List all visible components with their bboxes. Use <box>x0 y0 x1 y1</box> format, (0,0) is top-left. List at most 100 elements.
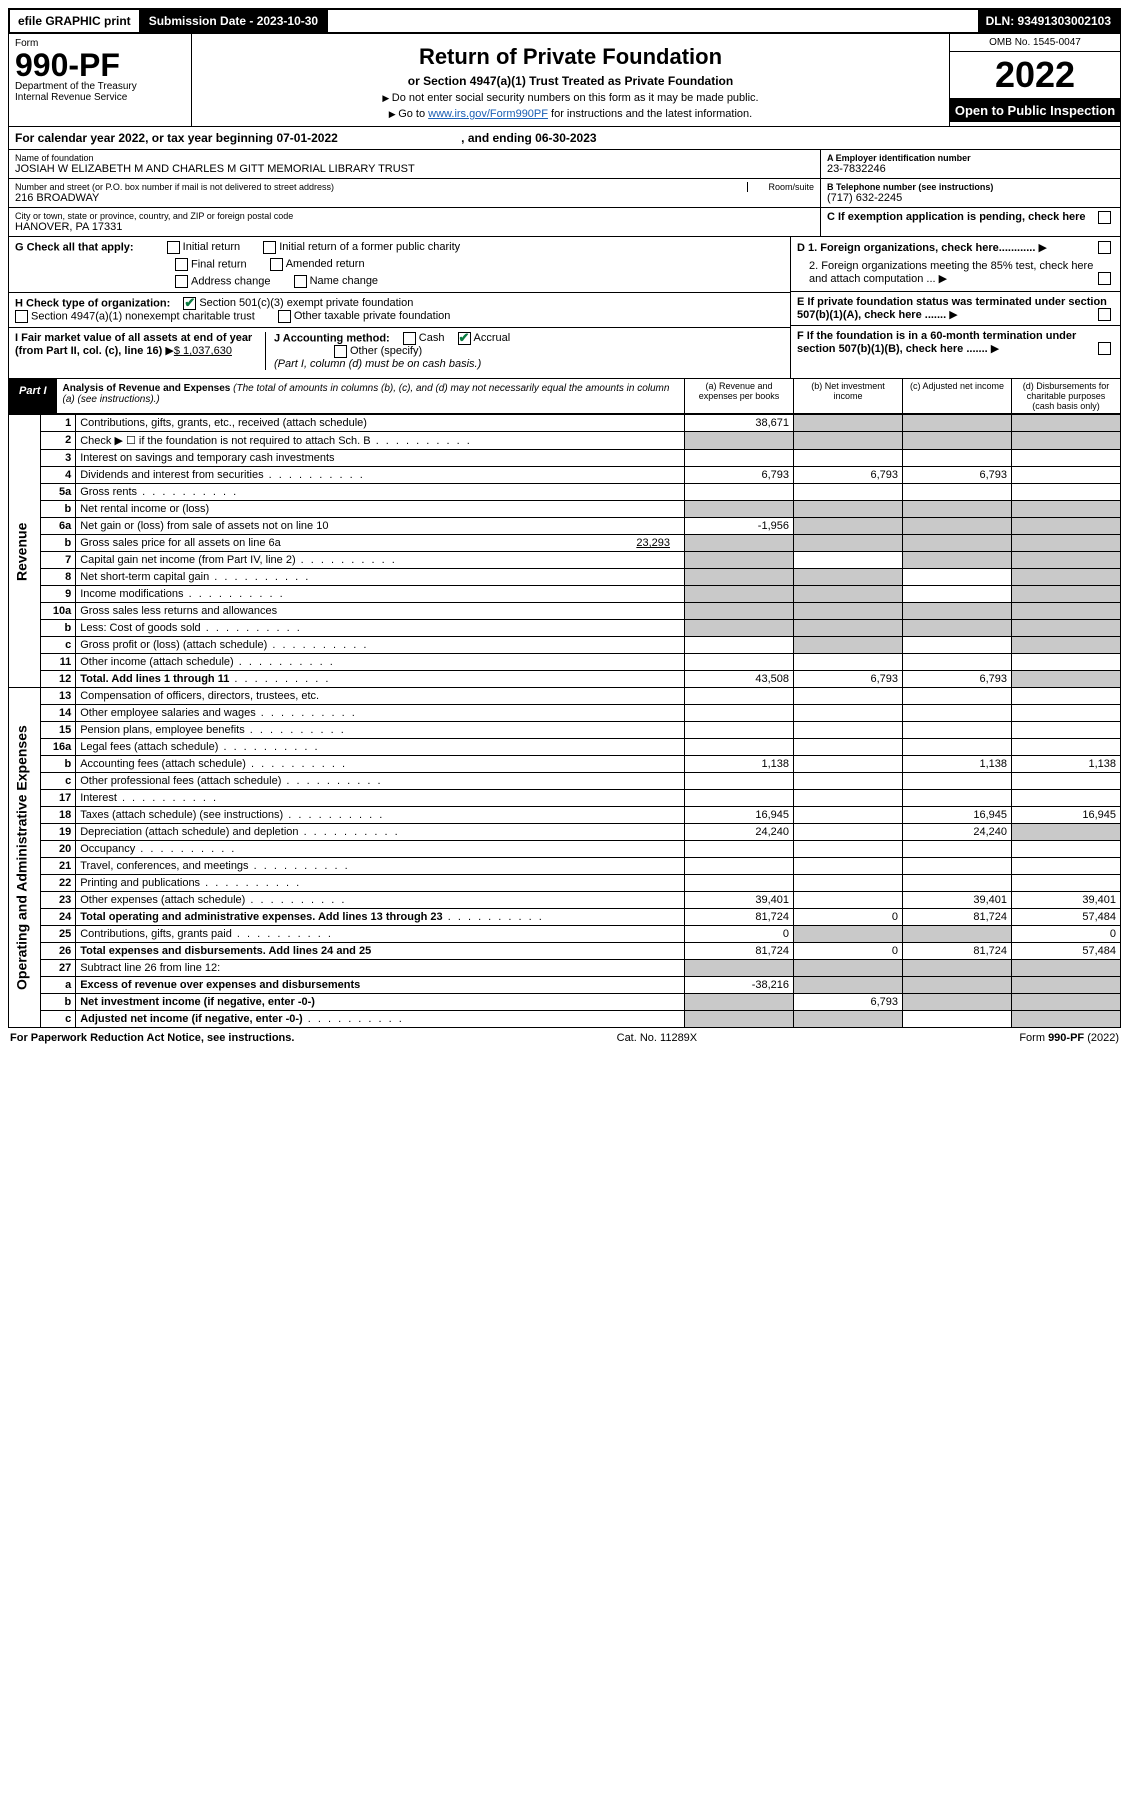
cell-col-b <box>794 722 903 739</box>
table-row: 5aGross rents <box>9 484 1121 501</box>
cell-col-a <box>685 569 794 586</box>
dept-treasury: Department of the Treasury <box>15 81 185 92</box>
cell-col-b <box>794 688 903 705</box>
cell-col-a <box>685 739 794 756</box>
table-row: 3Interest on savings and temporary cash … <box>9 450 1121 467</box>
cell-col-b <box>794 1011 903 1028</box>
form-title: Return of Private Foundation <box>198 44 943 70</box>
g-former-checkbox[interactable] <box>263 241 276 254</box>
table-row: 27Subtract line 26 from line 12: <box>9 960 1121 977</box>
row-number: b <box>41 994 76 1011</box>
row-number: 2 <box>41 432 76 450</box>
cell-col-c <box>903 415 1012 432</box>
c-checkbox[interactable] <box>1098 211 1111 224</box>
cell-col-c <box>903 569 1012 586</box>
cell-col-c: 6,793 <box>903 671 1012 688</box>
row-number: 26 <box>41 943 76 960</box>
form990pf-link[interactable]: www.irs.gov/Form990PF <box>428 108 548 120</box>
cell-col-b <box>794 637 903 654</box>
table-row: 25Contributions, gifts, grants paid00 <box>9 926 1121 943</box>
row-number: 10a <box>41 603 76 620</box>
cell-col-d <box>1012 535 1121 552</box>
table-row: Revenue1Contributions, gifts, grants, et… <box>9 415 1121 432</box>
cell-col-b <box>794 807 903 824</box>
cell-col-c <box>903 739 1012 756</box>
cell-col-c <box>903 432 1012 450</box>
cell-col-b <box>794 858 903 875</box>
cell-col-a <box>685 620 794 637</box>
cell-col-b <box>794 654 903 671</box>
cell-col-b <box>794 926 903 943</box>
d2-label: 2. Foreign organizations meeting the 85%… <box>809 260 1093 285</box>
d1-checkbox[interactable] <box>1098 241 1111 254</box>
row-number: 12 <box>41 671 76 688</box>
h-4947-checkbox[interactable] <box>15 310 28 323</box>
row-desc: Income modifications <box>76 586 685 603</box>
row-number: c <box>41 1011 76 1028</box>
g-address-checkbox[interactable] <box>175 275 188 288</box>
checks-section: G Check all that apply: Initial return I… <box>8 237 1121 379</box>
cell-col-c <box>903 926 1012 943</box>
cell-col-c <box>903 960 1012 977</box>
cell-col-b: 6,793 <box>794 994 903 1011</box>
cell-col-b <box>794 824 903 841</box>
form-subtitle: or Section 4947(a)(1) Trust Treated as P… <box>198 74 943 88</box>
table-row: cGross profit or (loss) (attach schedule… <box>9 637 1121 654</box>
row-number: 25 <box>41 926 76 943</box>
phone-value: (717) 632-2245 <box>827 192 1114 204</box>
cell-col-c <box>903 450 1012 467</box>
table-row: 16aLegal fees (attach schedule) <box>9 739 1121 756</box>
row-desc: Compensation of officers, directors, tru… <box>76 688 685 705</box>
g-amended-checkbox[interactable] <box>270 258 283 271</box>
table-row: bLess: Cost of goods sold <box>9 620 1121 637</box>
f-checkbox[interactable] <box>1098 342 1111 355</box>
cell-col-c <box>903 790 1012 807</box>
j-other-checkbox[interactable] <box>334 345 347 358</box>
cell-col-c <box>903 858 1012 875</box>
phone-label: B Telephone number (see instructions) <box>827 182 1114 192</box>
city-value: HANOVER, PA 17331 <box>15 221 814 233</box>
table-row: 19Depreciation (attach schedule) and dep… <box>9 824 1121 841</box>
g-initial-checkbox[interactable] <box>167 241 180 254</box>
row-desc: Interest <box>76 790 685 807</box>
table-row: 23Other expenses (attach schedule)39,401… <box>9 892 1121 909</box>
cell-col-d <box>1012 688 1121 705</box>
j-accrual-checkbox[interactable] <box>458 332 471 345</box>
cell-col-b <box>794 960 903 977</box>
d2-checkbox[interactable] <box>1098 272 1111 285</box>
cell-col-d: 57,484 <box>1012 909 1121 926</box>
cell-col-c <box>903 654 1012 671</box>
e-checkbox[interactable] <box>1098 308 1111 321</box>
cell-col-a <box>685 552 794 569</box>
cell-col-d: 1,138 <box>1012 756 1121 773</box>
cell-col-a <box>685 450 794 467</box>
j-cash-checkbox[interactable] <box>403 332 416 345</box>
table-row: 14Other employee salaries and wages <box>9 705 1121 722</box>
table-row: 20Occupancy <box>9 841 1121 858</box>
omb-number: OMB No. 1545-0047 <box>950 34 1120 52</box>
cell-col-a: 39,401 <box>685 892 794 909</box>
row-desc: Contributions, gifts, grants paid <box>76 926 685 943</box>
h-501c3-checkbox[interactable] <box>183 297 196 310</box>
form-number: 990-PF <box>15 49 185 81</box>
row-number: b <box>41 501 76 518</box>
c-exemption-label: C If exemption application is pending, c… <box>827 211 1086 223</box>
cell-col-c <box>903 773 1012 790</box>
cell-col-c: 16,945 <box>903 807 1012 824</box>
h-label: H Check type of organization: <box>15 297 170 309</box>
cell-col-d <box>1012 518 1121 535</box>
row-number: 5a <box>41 484 76 501</box>
address-value: 216 BROADWAY <box>15 192 814 204</box>
col-c-head: (c) Adjusted net income <box>902 379 1011 413</box>
top-bar: efile GRAPHIC print Submission Date - 20… <box>8 8 1121 34</box>
cell-col-b <box>794 535 903 552</box>
h-other-checkbox[interactable] <box>278 310 291 323</box>
row-desc: Check ▶ ☐ if the foundation is not requi… <box>76 432 685 450</box>
row-desc: Net rental income or (loss) <box>76 501 685 518</box>
cell-col-a <box>685 432 794 450</box>
efile-print[interactable]: efile GRAPHIC print <box>10 10 141 32</box>
g-name-checkbox[interactable] <box>294 275 307 288</box>
g-final-checkbox[interactable] <box>175 258 188 271</box>
row-desc: Other professional fees (attach schedule… <box>76 773 685 790</box>
row-number: 21 <box>41 858 76 875</box>
